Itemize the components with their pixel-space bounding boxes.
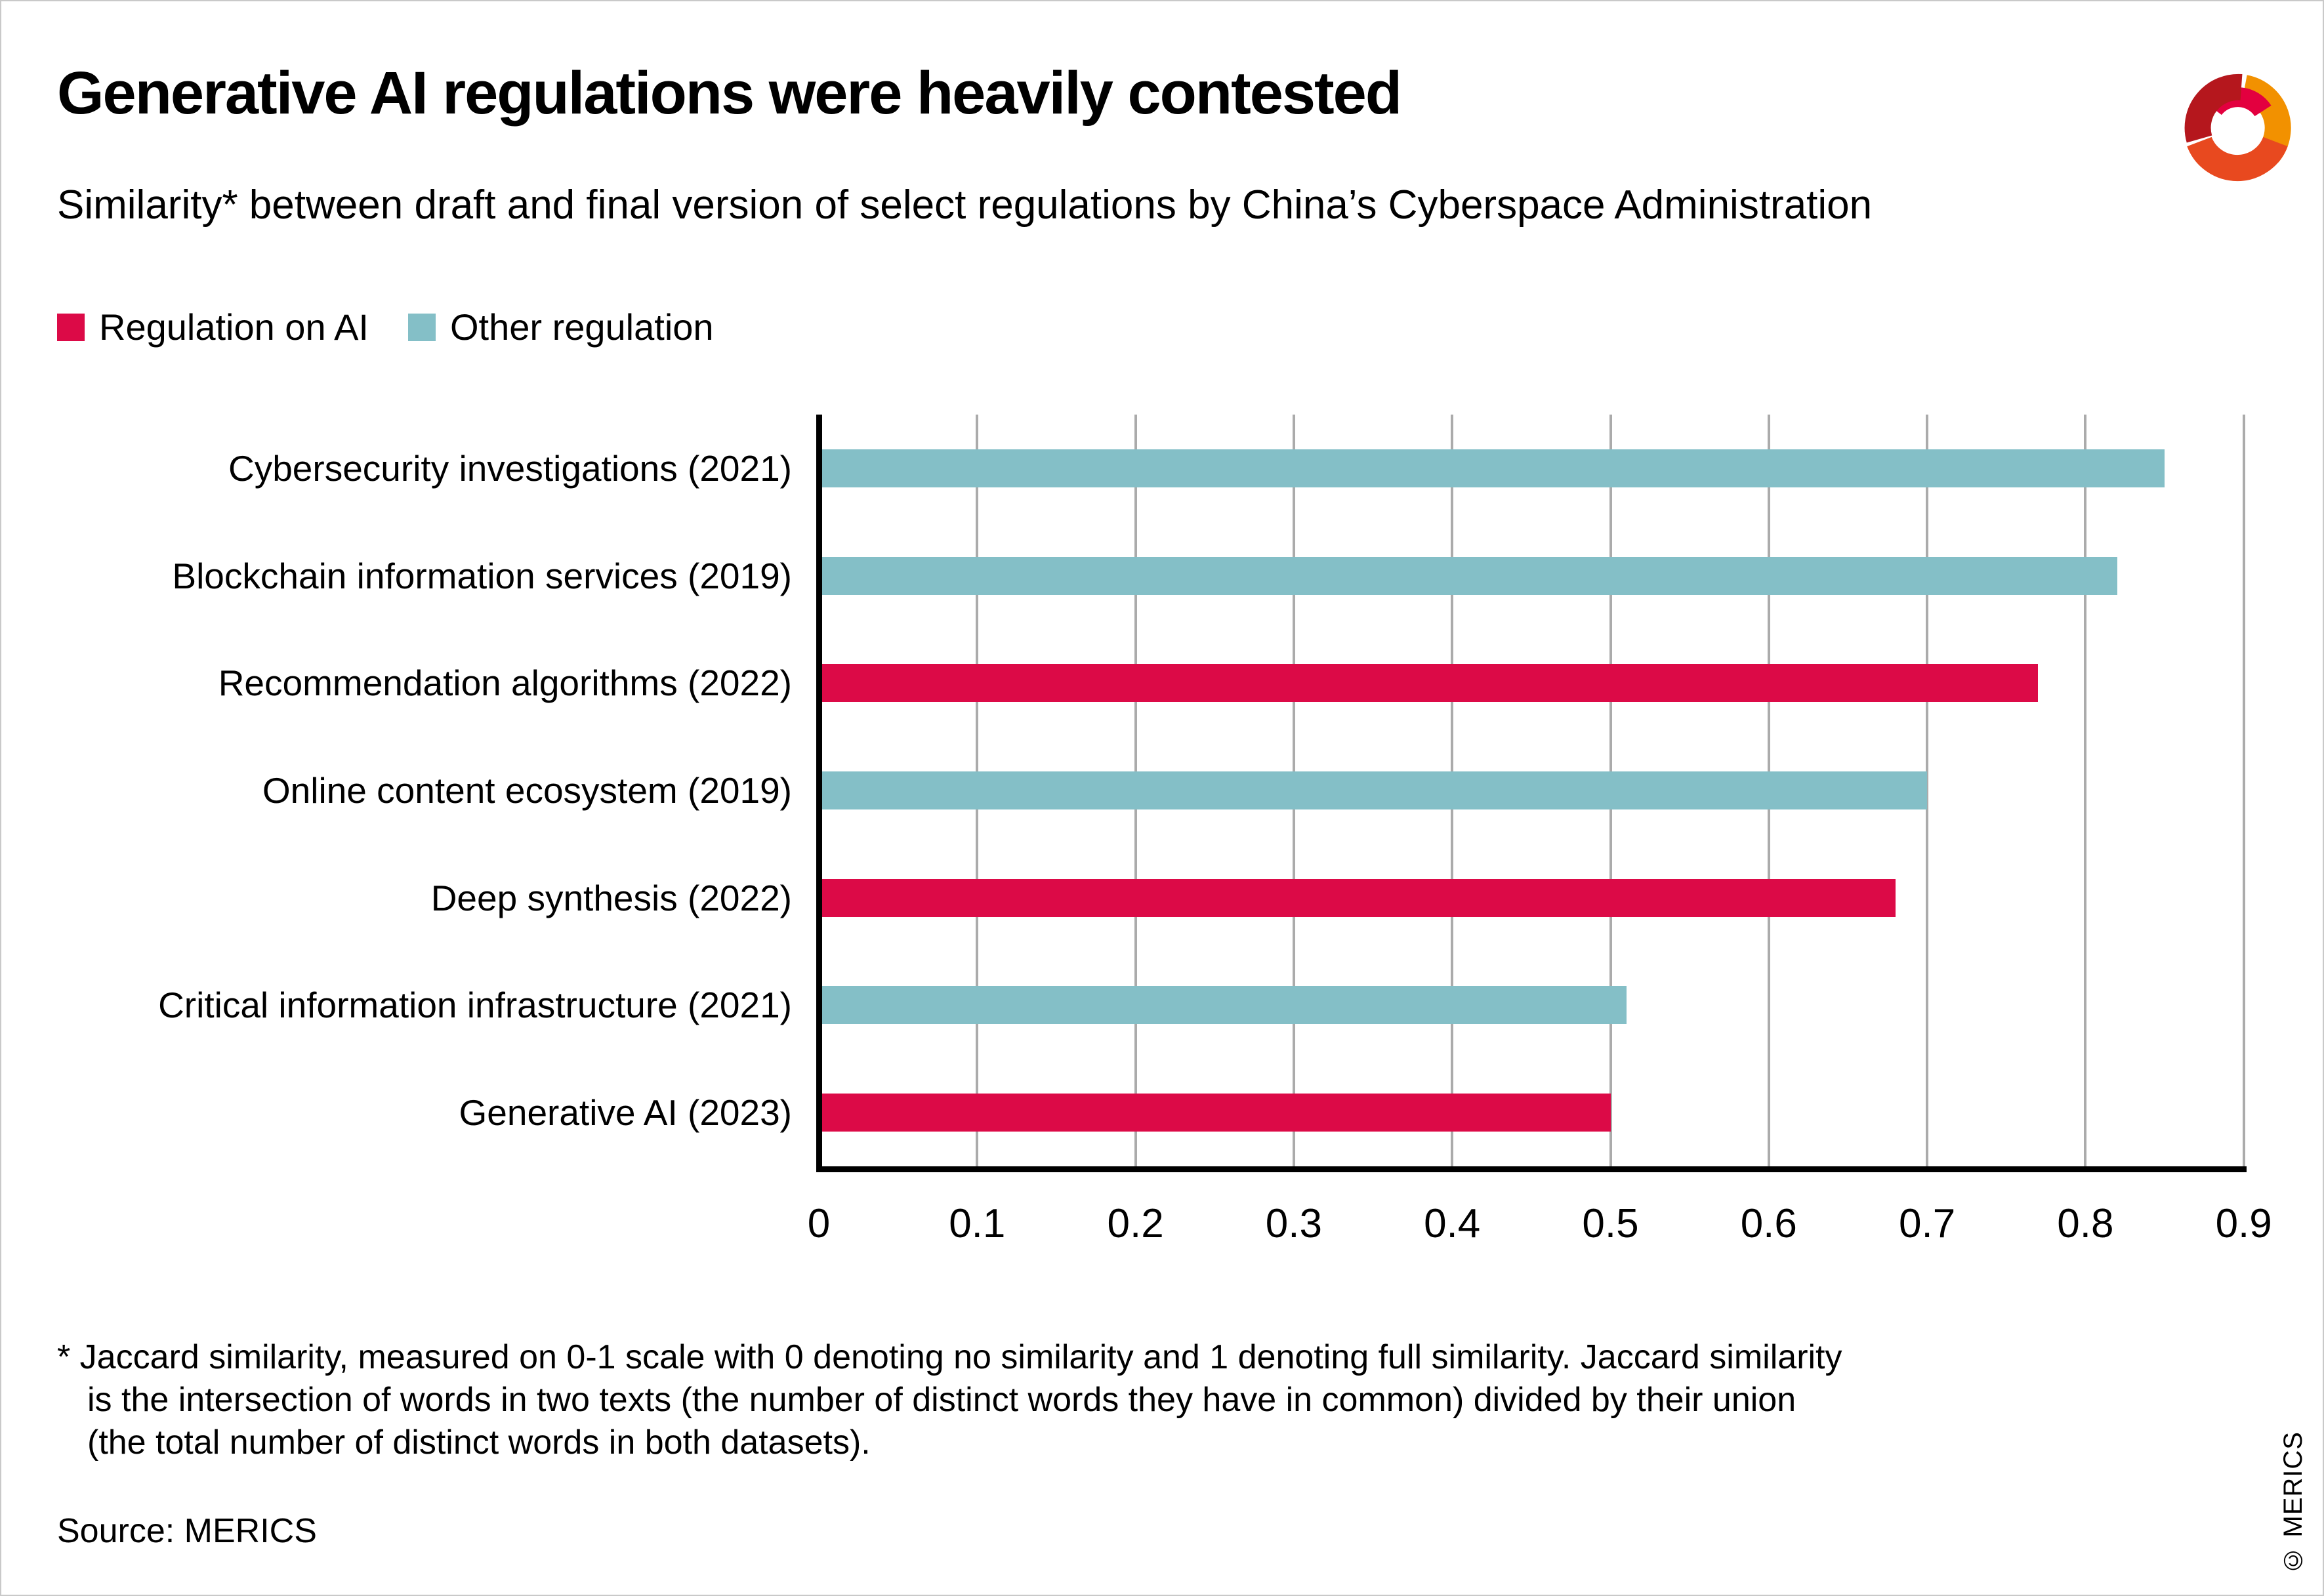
source-text: Source: MERICS <box>57 1512 317 1550</box>
category-label: Blockchain information services (2019) <box>172 555 792 596</box>
footnote-line: is the intersection of words in two text… <box>87 1381 1796 1419</box>
category-label: Critical information infrastructure (202… <box>158 985 792 1026</box>
page-title: Generative AI regulations were heavily c… <box>57 60 1402 127</box>
bar-other <box>822 556 2117 595</box>
x-axis-line <box>816 1166 2247 1172</box>
legend-item-other-regulation: Other regulation <box>407 306 714 348</box>
bar-ai <box>822 1094 1611 1132</box>
bar-ai <box>822 878 1896 917</box>
category-label: Deep synthesis (2022) <box>430 877 792 918</box>
legend-item-regulation-on-ai: Regulation on AI <box>57 306 369 348</box>
footnote-line: (the total number of distinct words in b… <box>87 1423 871 1462</box>
legend: Regulation on AI Other regulation <box>57 306 714 348</box>
legend-label: Regulation on AI <box>99 306 369 348</box>
x-tick-label: 0.1 <box>949 1201 1006 1246</box>
x-tick-label: 0.4 <box>1424 1201 1481 1246</box>
legend-label: Other regulation <box>449 306 714 348</box>
x-tick-label: 0.8 <box>2057 1201 2114 1246</box>
bar-ai <box>822 664 2038 703</box>
category-label: Recommendation algorithms (2022) <box>218 663 792 704</box>
bar-other <box>822 771 1928 809</box>
footnote: * Jaccard similarity, measured on 0-1 sc… <box>57 1336 2157 1464</box>
category-label: Generative AI (2023) <box>459 1092 792 1134</box>
merics-logo-icon <box>2184 73 2291 182</box>
bar-other <box>822 449 2165 487</box>
chart-subtitle: Similarity* between draft and final vers… <box>57 182 1873 228</box>
x-tick-label: 0.6 <box>1740 1201 1797 1246</box>
x-tick-label: 0 <box>807 1201 831 1246</box>
footnote-line: * Jaccard similarity, measured on 0-1 sc… <box>57 1338 1842 1376</box>
category-label: Online content ecosystem (2019) <box>262 769 792 811</box>
y-axis-line <box>816 415 822 1172</box>
legend-swatch-ai <box>57 313 85 341</box>
x-tick-label: 0.2 <box>1107 1201 1164 1246</box>
legend-swatch-other <box>407 313 436 341</box>
x-tick-label: 0.3 <box>1265 1201 1322 1246</box>
x-tick-label: 0.7 <box>1898 1201 1956 1246</box>
gridline-x-0.8 <box>2084 415 2087 1166</box>
gridline-x-0.7 <box>1926 415 1929 1166</box>
copyright-vertical-text: © MERICS <box>2279 1431 2308 1575</box>
bar-other <box>822 986 1627 1025</box>
gridline-x-0.9 <box>2242 415 2245 1166</box>
x-tick-label: 0.5 <box>1582 1201 1639 1246</box>
category-label: Cybersecurity investigations (2021) <box>228 447 792 489</box>
x-tick-label: 0.9 <box>2215 1201 2272 1246</box>
